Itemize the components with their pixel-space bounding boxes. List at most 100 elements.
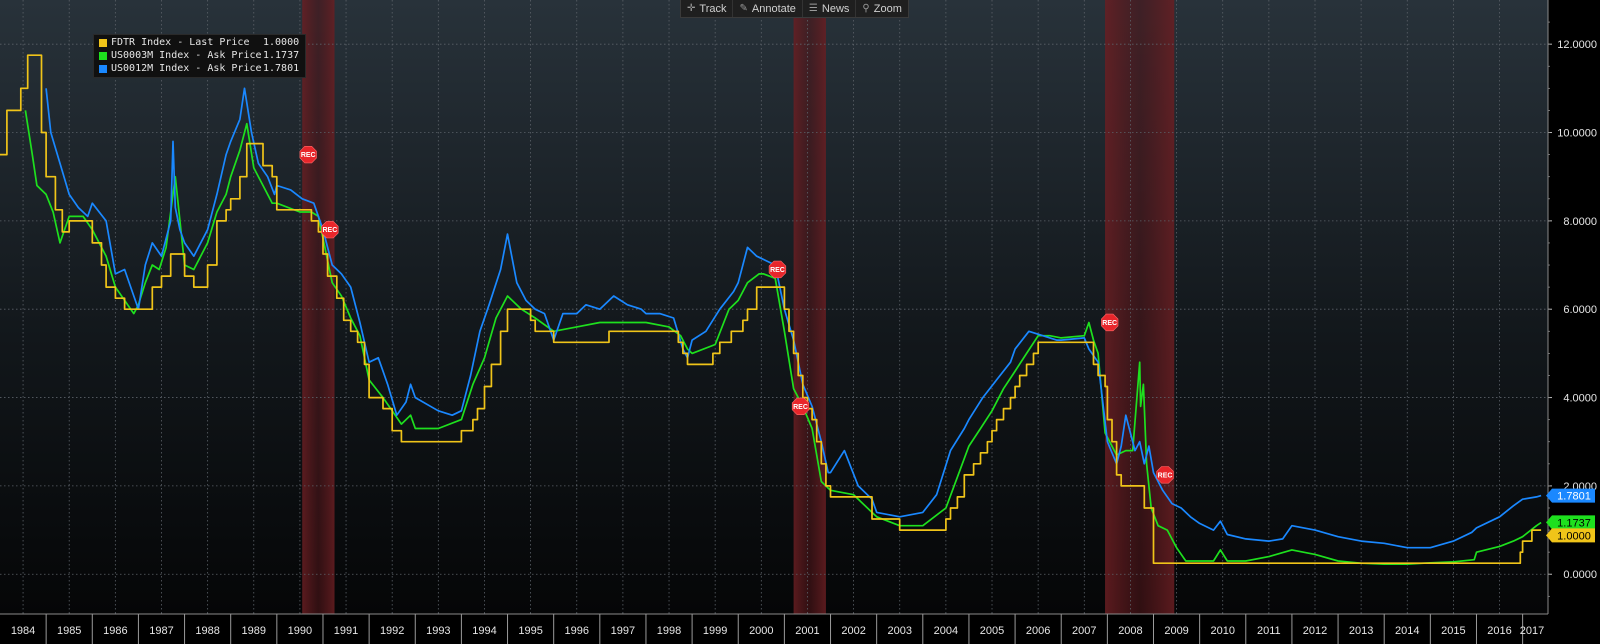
x-tick-label: 2008 xyxy=(1118,625,1142,637)
x-tick-label: 2002 xyxy=(841,625,865,637)
recession-marker-octagon xyxy=(1101,313,1119,332)
annotate-button[interactable]: ✎ Annotate xyxy=(733,0,803,17)
recession-marker: REC xyxy=(321,221,339,239)
series-line xyxy=(24,110,1542,565)
x-tick-label: 2016 xyxy=(1487,625,1511,637)
x-tick-label: 2012 xyxy=(1303,625,1327,637)
x-tick-label: 1985 xyxy=(57,625,81,637)
y-tick-label: 12.0000 xyxy=(1557,39,1597,51)
x-tick-label: 2007 xyxy=(1072,625,1096,637)
recession-band xyxy=(302,0,335,614)
recession-marker-label: REC xyxy=(770,267,785,274)
x-tick-label: 2006 xyxy=(1026,625,1050,637)
y-tick-label: 6.0000 xyxy=(1563,304,1597,316)
y-tick-label: 0.0000 xyxy=(1563,569,1597,581)
pencil-icon: ✎ xyxy=(739,3,748,14)
recession-marker: REC xyxy=(299,146,317,164)
legend-item-fdtr[interactable]: FDTR Index - Last Price 1.0000 xyxy=(99,36,299,49)
recession-marker: REC xyxy=(1101,313,1119,332)
y-tick-label: 8.0000 xyxy=(1563,216,1597,228)
chart-legend[interactable]: FDTR Index - Last Price 1.0000 US0003M In… xyxy=(93,34,307,78)
x-tick-label: 2000 xyxy=(749,625,773,637)
track-label: Track xyxy=(699,2,727,15)
legend-item-us0003m[interactable]: US0003M Index - Ask Price 1.1737 xyxy=(99,49,299,62)
recession-shading xyxy=(302,0,1175,614)
x-tick-label: 1987 xyxy=(149,625,173,637)
x-tick-label: 1988 xyxy=(195,625,219,637)
annotate-label: Annotate xyxy=(751,2,796,15)
recession-marker: REC xyxy=(768,260,787,279)
last-value-box xyxy=(1546,528,1595,543)
recession-marker-label: REC xyxy=(1158,472,1173,479)
x-tick-label: 2005 xyxy=(980,625,1004,637)
last-value-text: 1.7801 xyxy=(1557,491,1591,503)
x-tick-label: 1990 xyxy=(288,625,312,637)
x-tick-label: 1986 xyxy=(103,625,127,637)
x-tick-label: 1994 xyxy=(472,625,496,637)
x-tick-label: 2011 xyxy=(1257,625,1281,637)
recession-marker-label: REC xyxy=(323,227,338,234)
legend-series-value: 1.0000 xyxy=(263,37,300,48)
series-line xyxy=(45,87,1542,549)
zoom-label: Zoom xyxy=(873,2,902,15)
recession-band xyxy=(1105,0,1175,614)
legend-swatch xyxy=(99,38,107,47)
x-tick-label: 1997 xyxy=(611,625,635,637)
legend-series-name: US0012M Index - Ask Price xyxy=(111,63,262,74)
last-value-text: 1.0000 xyxy=(1557,530,1591,542)
x-tick-label: 1999 xyxy=(703,625,727,637)
recession-marker-octagon xyxy=(299,146,317,164)
x-tick-label: 2017 xyxy=(1520,625,1544,637)
x-tick-label: 2014 xyxy=(1395,625,1419,637)
recession-marker-label: REC xyxy=(1102,320,1117,327)
x-tick-label: 2010 xyxy=(1210,625,1234,637)
x-tick-label: 1998 xyxy=(657,625,681,637)
track-button[interactable]: ✛ Track xyxy=(681,0,734,17)
x-tick-label: 2013 xyxy=(1349,625,1373,637)
last-value-label: 1.7801 xyxy=(1546,488,1595,503)
x-tick-label: 2009 xyxy=(1164,625,1188,637)
legend-swatch xyxy=(99,51,107,60)
recession-marker-octagon xyxy=(768,260,787,279)
last-value-label: 1.0000 xyxy=(1546,528,1595,543)
legend-series-value: 1.1737 xyxy=(263,50,300,61)
y-tick-label: 10.0000 xyxy=(1557,128,1597,140)
last-value-box xyxy=(1546,515,1595,530)
legend-series-name: FDTR Index - Last Price xyxy=(111,37,250,48)
last-value-label: 1.1737 xyxy=(1546,515,1595,530)
recession-marker-octagon xyxy=(1156,466,1174,484)
news-button[interactable]: ☰ News xyxy=(803,0,857,17)
last-value-box xyxy=(1546,488,1595,503)
legend-item-us0012m[interactable]: US0012M Index - Ask Price 1.7801 xyxy=(99,62,299,75)
x-axis-background xyxy=(0,614,1548,644)
x-tick-label: 1996 xyxy=(565,625,589,637)
x-tick-label: 1989 xyxy=(242,625,266,637)
recession-band xyxy=(793,0,826,614)
x-tick-label: 2003 xyxy=(887,625,911,637)
recession-marker-octagon xyxy=(791,397,810,416)
series-line xyxy=(0,54,1542,565)
crosshair-icon: ✛ xyxy=(687,3,696,14)
zoom-button[interactable]: ⚲ Zoom xyxy=(856,0,907,17)
magnifier-icon: ⚲ xyxy=(862,3,870,14)
recession-marker-octagon xyxy=(321,221,339,239)
x-tick-label: 1995 xyxy=(518,625,542,637)
x-tick-label: 1984 xyxy=(11,625,35,637)
news-label: News xyxy=(821,2,850,15)
recession-marker: REC xyxy=(1156,466,1174,484)
recession-marker-label: REC xyxy=(793,404,808,411)
x-tick-label: 2004 xyxy=(934,625,958,637)
legend-series-name: US0003M Index - Ask Price xyxy=(111,50,262,61)
recession-marker-label: REC xyxy=(301,152,316,159)
y-axis-background xyxy=(1548,0,1600,644)
x-tick-label: 2015 xyxy=(1441,625,1465,637)
recession-markers: REC REC REC REC REC REC xyxy=(299,146,1174,484)
y-axis: 0.00002.00004.00006.00008.000010.000012.… xyxy=(1548,21,1597,597)
x-tick-label: 1993 xyxy=(426,625,450,637)
recession-marker: REC xyxy=(791,397,810,416)
last-value-text: 1.1737 xyxy=(1557,517,1591,529)
x-tick-label: 1992 xyxy=(380,625,404,637)
legend-swatch xyxy=(99,64,107,73)
